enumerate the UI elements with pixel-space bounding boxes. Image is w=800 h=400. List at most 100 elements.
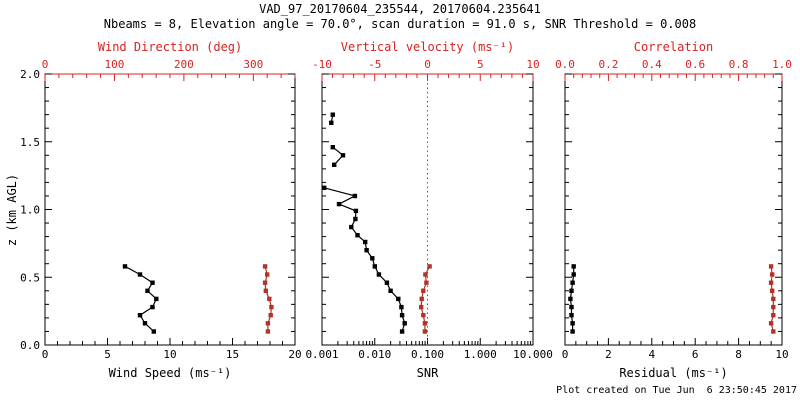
correlation-point: [771, 304, 776, 310]
plot-subtitle: Nbeams = 8, Elevation angle = 70.0°, sca…: [103, 17, 697, 31]
wind_direction-point: [262, 280, 268, 285]
vertical_velocity-point: [423, 272, 428, 277]
snr-point: [402, 321, 407, 326]
top-tick-label: 0.4: [642, 58, 662, 71]
wind-speed-axis-label: Wind Speed (ms⁻¹): [108, 366, 232, 380]
correlation-point: [771, 296, 776, 302]
correlation-point: [771, 313, 776, 318]
top-tick-label: 0.0: [555, 58, 575, 71]
panel-frame: [564, 73, 783, 346]
vertical-velocity-axis-label: Vertical velocity (ms⁻¹): [340, 40, 515, 54]
bottom-tick-label: 0.100: [411, 348, 444, 361]
plot-title: VAD_97_20170604_235544, 20170604.235641: [259, 2, 541, 16]
residual-point: [569, 304, 574, 310]
wind_direction-point: [262, 264, 268, 269]
wind_speed-point: [150, 280, 155, 285]
correlation-point: [771, 329, 776, 334]
snr-point: [363, 239, 368, 245]
snr-point: [376, 272, 382, 277]
residual-axis-label: Residual (ms⁻¹): [619, 366, 728, 380]
correlation-point: [770, 272, 775, 277]
wind_speed-point: [142, 321, 148, 326]
correlation-axis-label: Correlation: [633, 40, 714, 54]
wind_direction-point: [265, 321, 271, 326]
snr-point: [388, 288, 393, 293]
top-tick-label: -5: [368, 58, 381, 71]
snr-point: [353, 216, 358, 222]
residual-point: [570, 321, 575, 326]
vertical_velocity-point: [419, 296, 424, 302]
snr-point: [353, 208, 359, 214]
bottom-tick-label: 5: [104, 348, 111, 361]
wind-direction-axis-label: Wind Direction (deg): [97, 40, 243, 54]
residual-point: [568, 296, 573, 302]
y-tick-label: 1.0: [20, 204, 40, 217]
wind_speed-point: [137, 313, 143, 318]
bottom-tick-label: 8: [735, 348, 742, 361]
vertical_velocity-point: [427, 264, 432, 269]
snr-point: [349, 224, 354, 230]
residual-point: [570, 280, 575, 285]
residual-point: [569, 288, 574, 293]
snr-point: [399, 313, 405, 318]
bottom-tick-label: 0: [42, 348, 49, 361]
snr-point: [352, 193, 358, 199]
top-tick-label: 0: [42, 58, 49, 71]
y-tick-label: 2.0: [20, 68, 40, 81]
vertical_velocity-point: [422, 321, 428, 326]
vertical_velocity-point: [421, 288, 426, 293]
bottom-tick-label: 10.000: [513, 348, 553, 361]
correlation-point: [768, 264, 774, 269]
residual-point: [571, 264, 576, 269]
wind_direction-point: [268, 313, 273, 318]
bottom-tick-label: 20: [288, 348, 301, 361]
top-tick-label: 1.0: [772, 58, 792, 71]
top-tick-label: 200: [174, 58, 194, 71]
top-tick-label: 0.6: [685, 58, 705, 71]
bottom-tick-label: 6: [692, 348, 699, 361]
wind_speed-point: [151, 329, 156, 334]
y-tick-label: 1.5: [20, 136, 40, 149]
top-tick-label: 100: [105, 58, 125, 71]
bottom-tick-label: 0.001: [305, 348, 338, 361]
snr-point: [384, 280, 390, 285]
snr-point: [322, 185, 327, 190]
vertical_velocity-point: [421, 313, 426, 318]
vertical_velocity-point: [422, 329, 428, 334]
top-tick-label: 5: [477, 58, 484, 71]
height-axis-label: z (km AGL): [5, 173, 19, 247]
wind_speed-point: [137, 272, 143, 277]
bottom-tick-label: 0.010: [358, 348, 391, 361]
correlation-point: [768, 321, 774, 326]
vertical_velocity-point: [419, 304, 424, 310]
top-tick-label: 0.2: [598, 58, 618, 71]
bottom-tick-label: 2: [605, 348, 612, 361]
wind_speed-point: [154, 296, 159, 302]
plot-creation-timestamp: Plot created on Tue Jun 6 23:50:45 2017: [556, 385, 797, 396]
snr-point: [329, 120, 334, 125]
wind_direction-point: [263, 288, 268, 293]
bottom-tick-label: 10: [163, 348, 176, 361]
snr-point: [399, 329, 405, 334]
correlation-point: [770, 288, 775, 293]
snr-point: [340, 153, 346, 158]
top-tick-label: 10: [526, 58, 539, 71]
y-tick-label: 0.5: [20, 271, 40, 284]
wind_direction-point: [265, 272, 270, 277]
top-tick-label: -10: [312, 58, 332, 71]
bottom-tick-label: 0: [562, 348, 569, 361]
wind_speed-point: [145, 288, 150, 293]
snr-point: [399, 304, 404, 310]
correlation-point: [768, 280, 774, 285]
snr-point: [332, 162, 337, 167]
bottom-tick-label: 10: [775, 348, 788, 361]
wind_direction-point: [269, 304, 274, 310]
bottom-tick-label: 4: [648, 348, 655, 361]
snr-line: [324, 187, 406, 332]
snr-point: [364, 248, 369, 253]
snr-point: [330, 145, 335, 150]
top-tick-label: 0.8: [729, 58, 749, 71]
snr-point: [330, 112, 335, 117]
wind_direction-point: [265, 329, 271, 334]
